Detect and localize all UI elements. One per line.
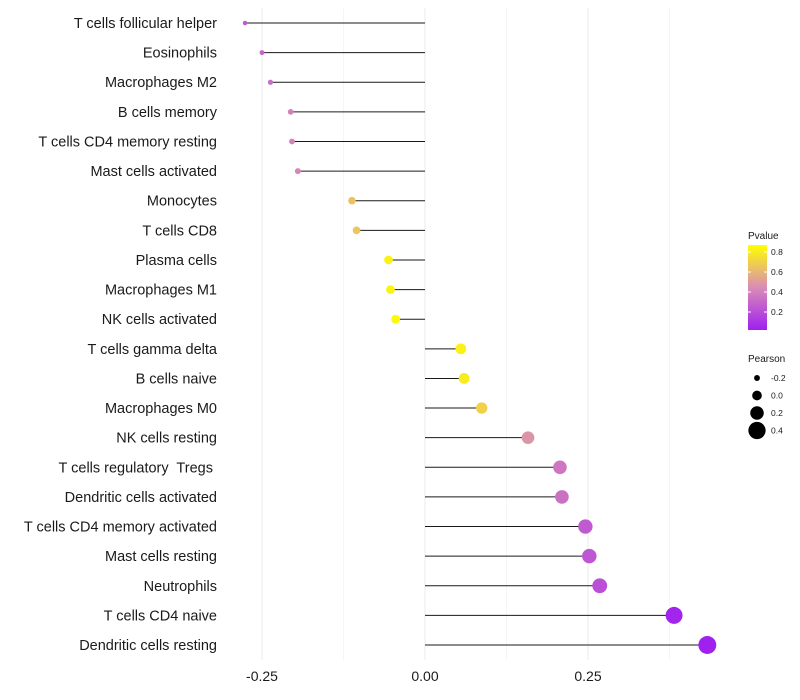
- category-label-20: T cells CD4 naive: [104, 608, 217, 624]
- point-1: [259, 50, 265, 56]
- category-label-0: T cells follicular helper: [74, 16, 217, 32]
- color-tick-label-2: 0.4: [771, 287, 783, 297]
- point-8: [384, 255, 393, 265]
- color-legend-bar: [748, 245, 767, 330]
- color-tick-label-1: 0.6: [771, 267, 783, 277]
- category-label-7: T cells CD8: [142, 223, 217, 239]
- category-label-layer: T cells follicular helper Eosinophils Macr…: [24, 16, 218, 654]
- category-label-2: Macrophages M2: [105, 75, 217, 91]
- category-label-16: Dendritic cells activated: [65, 490, 217, 506]
- category-label-12: B cells naive: [136, 371, 217, 387]
- size-legend-title: Pearson: [748, 354, 785, 365]
- point-13: [476, 402, 488, 414]
- size-key-label-3: 0.4: [771, 426, 783, 436]
- size-key-dot-3: [748, 421, 766, 440]
- point-12: [458, 373, 470, 384]
- point-19: [592, 578, 608, 594]
- point-18: [582, 548, 597, 564]
- point-3: [287, 108, 294, 115]
- point-9: [386, 285, 395, 294]
- x-tick-label-2: 0.25: [574, 668, 601, 684]
- point-20: [665, 606, 683, 624]
- point-5: [294, 168, 301, 175]
- size-key-label-0: -0.2: [771, 373, 786, 383]
- category-label-4: T cells CD4 memory resting: [38, 134, 217, 150]
- point-15: [553, 460, 567, 475]
- category-label-17: T cells CD4 memory activated: [24, 520, 217, 536]
- point-0: [242, 20, 248, 26]
- size-key-label-1: 0.0: [771, 391, 783, 401]
- category-label-10: NK cells activated: [102, 312, 217, 328]
- size-key-dot-1: [752, 390, 762, 401]
- category-label-6: Monocytes: [147, 194, 217, 210]
- point-4: [289, 138, 295, 145]
- stem-layer: [245, 22, 708, 646]
- x-tick-label-layer: -0.25 0.00 0.25: [246, 668, 602, 684]
- point-6: [348, 196, 356, 205]
- point-14: [521, 431, 535, 445]
- color-legend-title: Pvalue: [748, 231, 779, 242]
- point-17: [578, 519, 593, 534]
- size-legend-keys: -0.2 0.0 0.2 0.4: [748, 373, 786, 440]
- x-tick-label-0: -0.25: [246, 668, 278, 684]
- category-label-21: Dendritic cells resting: [79, 638, 217, 654]
- category-label-5: Mast cells activated: [90, 164, 217, 180]
- size-key-label-2: 0.2: [771, 408, 783, 418]
- category-label-15: T cells regulatory Tregs: [59, 460, 218, 476]
- color-tick-label-3: 0.2: [771, 307, 783, 317]
- color-tick-label-0: 0.8: [771, 247, 783, 257]
- point-10: [391, 314, 401, 324]
- x-tick-label-1: 0.00: [411, 668, 438, 684]
- size-key-dot-0: [754, 375, 760, 381]
- category-label-14: NK cells resting: [116, 431, 217, 447]
- category-label-3: B cells memory: [118, 105, 218, 121]
- legend: Pvalue 0.80.60.40.2 Pearson -0.20.00.20.…: [748, 231, 786, 440]
- point-7: [352, 226, 361, 235]
- grid-layer: [261, 8, 670, 660]
- category-label-11: T cells gamma delta: [88, 342, 218, 358]
- category-label-1: Eosinophils: [143, 46, 217, 62]
- category-label-8: Plasma cells: [136, 253, 217, 269]
- point-21: [698, 636, 717, 654]
- point-2: [267, 79, 274, 85]
- color-legend-ticks: 0.8 0.6 0.4 0.2: [748, 247, 783, 317]
- point-11: [455, 343, 467, 355]
- size-key-dot-2: [750, 406, 764, 420]
- category-label-9: Macrophages M1: [105, 283, 217, 299]
- point-layer: [242, 20, 717, 654]
- point-16: [555, 490, 569, 504]
- category-label-19: Neutrophils: [144, 579, 217, 595]
- category-label-18: Mast cells resting: [105, 549, 217, 565]
- category-label-13: Macrophages M0: [105, 401, 217, 417]
